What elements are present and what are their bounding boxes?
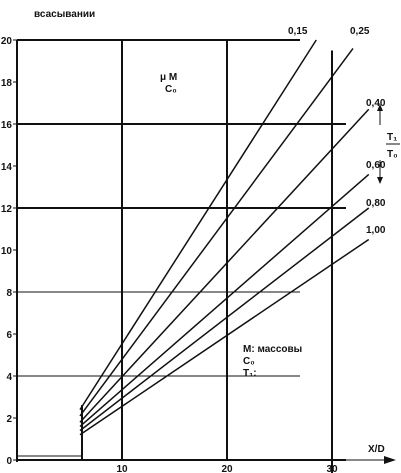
start-region bbox=[17, 405, 83, 460]
series-line-2 bbox=[79, 108, 370, 423]
ratio-denominator: T₀ bbox=[387, 149, 398, 160]
y-tick-label: 4 bbox=[6, 372, 12, 383]
y-tick-label: 6 bbox=[6, 330, 12, 341]
x-tick-label: 20 bbox=[221, 464, 233, 473]
note-line-3: T₁: bbox=[243, 368, 257, 379]
y-tick-label: 0 bbox=[6, 456, 12, 467]
y-tick-label: 20 bbox=[1, 36, 13, 47]
series-lines bbox=[79, 39, 370, 436]
series-label-2: 0,40 bbox=[366, 98, 386, 109]
series-line-4 bbox=[79, 207, 370, 432]
y-tick-label: 2 bbox=[6, 414, 12, 425]
series-label-3: 0,60 bbox=[366, 160, 386, 171]
grid-lines bbox=[17, 39, 346, 473]
series-label-1: 0,25 bbox=[350, 26, 370, 37]
y-tick-label: 8 bbox=[6, 288, 12, 299]
y-tick-label: 12 bbox=[1, 204, 13, 215]
y-tick-label: 16 bbox=[1, 120, 13, 131]
series-label-5: 1,00 bbox=[366, 225, 386, 236]
series-line-5 bbox=[79, 238, 370, 436]
series-labels: 0,15 0,25 0,40 0,60 0,80 1,00 bbox=[288, 26, 386, 236]
note-line-2: C₀ bbox=[243, 356, 255, 367]
x-axis-label: X/D bbox=[368, 444, 385, 455]
plot-frame bbox=[16, 39, 396, 464]
inner-label-top: μ M bbox=[160, 72, 177, 83]
ratio-numerator: T₁ bbox=[387, 132, 397, 143]
y-tick-labels: 0 2 4 6 8 10 12 14 16 18 20 bbox=[1, 36, 17, 467]
inner-label-bottom: C₀ bbox=[165, 84, 177, 95]
x-tick-label: 10 bbox=[116, 464, 128, 473]
y-tick-label: 14 bbox=[1, 162, 13, 173]
x-axis-arrow bbox=[384, 456, 396, 464]
series-label-0: 0,15 bbox=[288, 26, 308, 37]
y-axis-label: всасывании bbox=[34, 9, 95, 20]
series-label-4: 0,80 bbox=[366, 198, 386, 209]
x-tick-label: 30 bbox=[326, 464, 338, 473]
series-line-0 bbox=[79, 39, 317, 411]
y-tick-label: 18 bbox=[1, 78, 13, 89]
series-line-3 bbox=[79, 173, 370, 427]
ratio-label: T₁ T₀ bbox=[377, 104, 400, 184]
y-tick-label: 10 bbox=[1, 246, 13, 257]
x-tick-labels: 10 20 30 bbox=[116, 464, 338, 473]
note-line-1: M: массовы bbox=[243, 344, 302, 355]
series-line-1 bbox=[79, 47, 354, 417]
